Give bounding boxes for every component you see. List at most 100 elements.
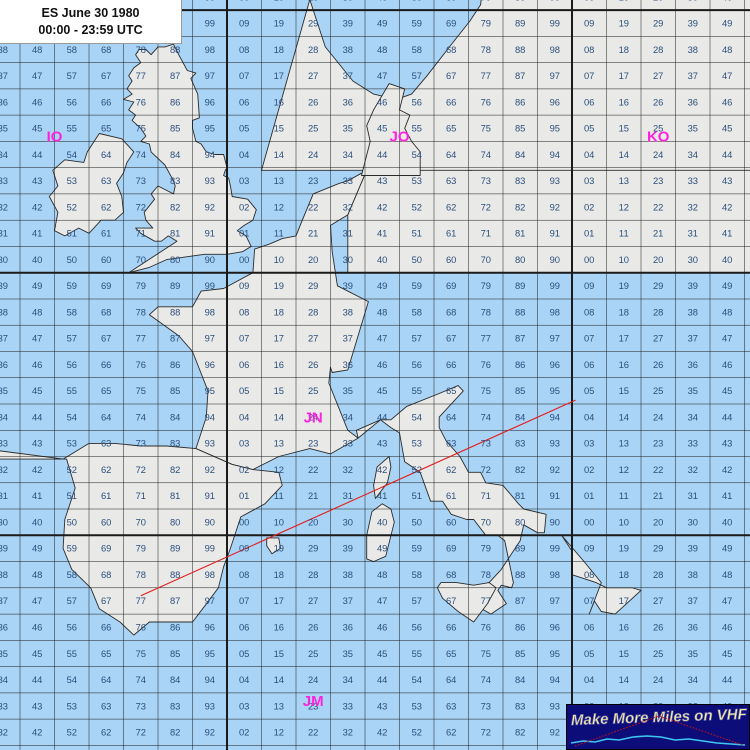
svg-text:78: 78 — [136, 569, 146, 580]
svg-text:03: 03 — [239, 700, 249, 711]
svg-text:86: 86 — [515, 359, 525, 370]
svg-text:33: 33 — [343, 438, 353, 449]
svg-text:35: 35 — [343, 385, 353, 396]
svg-text:10: 10 — [274, 517, 284, 528]
svg-text:58: 58 — [67, 44, 77, 55]
svg-text:97: 97 — [550, 595, 560, 606]
svg-text:40: 40 — [722, 254, 732, 265]
svg-text:78: 78 — [136, 44, 146, 55]
svg-text:64: 64 — [446, 411, 456, 422]
svg-text:77: 77 — [481, 595, 491, 606]
svg-text:38: 38 — [688, 44, 698, 55]
svg-text:07: 07 — [239, 70, 249, 81]
svg-text:48: 48 — [377, 44, 387, 55]
svg-text:79: 79 — [136, 543, 146, 554]
svg-text:15: 15 — [619, 123, 629, 134]
svg-text:30: 30 — [688, 0, 698, 2]
svg-text:72: 72 — [481, 727, 491, 738]
svg-text:05: 05 — [584, 123, 594, 134]
svg-text:51: 51 — [412, 490, 422, 501]
svg-text:71: 71 — [136, 490, 146, 501]
svg-text:24: 24 — [653, 674, 663, 685]
svg-text:12: 12 — [619, 464, 629, 475]
svg-text:68: 68 — [446, 306, 456, 317]
svg-text:50: 50 — [67, 517, 77, 528]
svg-text:84: 84 — [515, 149, 525, 160]
svg-text:88: 88 — [515, 44, 525, 55]
svg-text:96: 96 — [205, 96, 215, 107]
svg-text:82: 82 — [515, 464, 525, 475]
svg-text:47: 47 — [377, 70, 387, 81]
svg-text:15: 15 — [274, 385, 284, 396]
svg-text:63: 63 — [101, 438, 111, 449]
svg-text:48: 48 — [722, 44, 732, 55]
svg-text:73: 73 — [136, 175, 146, 186]
svg-text:24: 24 — [308, 149, 318, 160]
svg-text:88: 88 — [515, 569, 525, 580]
svg-text:18: 18 — [619, 306, 629, 317]
svg-text:54: 54 — [67, 674, 77, 685]
svg-text:88: 88 — [170, 569, 180, 580]
svg-text:44: 44 — [722, 674, 732, 685]
svg-text:55: 55 — [67, 123, 77, 134]
svg-text:13: 13 — [274, 438, 284, 449]
svg-text:49: 49 — [32, 280, 42, 291]
svg-text:65: 65 — [101, 123, 111, 134]
svg-text:36: 36 — [343, 96, 353, 107]
svg-text:97: 97 — [205, 333, 215, 344]
svg-text:98: 98 — [550, 306, 560, 317]
svg-text:34: 34 — [343, 411, 353, 422]
svg-text:59: 59 — [67, 543, 77, 554]
svg-text:14: 14 — [274, 674, 284, 685]
svg-text:50: 50 — [412, 254, 422, 265]
svg-text:76: 76 — [481, 96, 491, 107]
svg-text:27: 27 — [653, 70, 663, 81]
svg-text:46: 46 — [32, 622, 42, 633]
svg-text:40: 40 — [377, 517, 387, 528]
svg-text:44: 44 — [32, 674, 42, 685]
svg-text:06: 06 — [239, 359, 249, 370]
svg-text:68: 68 — [446, 44, 456, 55]
svg-text:29: 29 — [653, 18, 663, 29]
svg-text:89: 89 — [170, 280, 180, 291]
svg-text:38: 38 — [343, 569, 353, 580]
svg-text:42: 42 — [32, 727, 42, 738]
svg-text:77: 77 — [136, 333, 146, 344]
svg-text:47: 47 — [32, 333, 42, 344]
svg-text:07: 07 — [239, 333, 249, 344]
svg-text:47: 47 — [32, 70, 42, 81]
svg-text:32: 32 — [688, 464, 698, 475]
svg-text:86: 86 — [515, 96, 525, 107]
svg-text:87: 87 — [170, 333, 180, 344]
svg-text:33: 33 — [343, 175, 353, 186]
svg-text:42: 42 — [722, 464, 732, 475]
svg-text:39: 39 — [343, 280, 353, 291]
svg-text:78: 78 — [481, 44, 491, 55]
svg-text:79: 79 — [136, 280, 146, 291]
svg-text:90: 90 — [550, 0, 560, 2]
svg-text:00: 00 — [584, 0, 594, 2]
svg-text:25: 25 — [653, 385, 663, 396]
svg-text:13: 13 — [619, 438, 629, 449]
svg-text:88: 88 — [515, 306, 525, 317]
svg-text:90: 90 — [550, 517, 560, 528]
svg-text:05: 05 — [584, 385, 594, 396]
svg-text:56: 56 — [412, 359, 422, 370]
svg-text:85: 85 — [515, 648, 525, 659]
svg-text:06: 06 — [584, 622, 594, 633]
svg-text:19: 19 — [619, 18, 629, 29]
svg-text:09: 09 — [584, 543, 594, 554]
svg-text:81: 81 — [515, 228, 525, 239]
svg-text:83: 83 — [515, 175, 525, 186]
svg-text:63: 63 — [101, 700, 111, 711]
svg-text:09: 09 — [239, 18, 249, 29]
svg-text:64: 64 — [446, 149, 456, 160]
svg-text:22: 22 — [653, 464, 663, 475]
svg-text:50: 50 — [412, 0, 422, 2]
svg-text:61: 61 — [446, 490, 456, 501]
svg-text:94: 94 — [205, 149, 215, 160]
svg-text:04: 04 — [239, 674, 249, 685]
svg-text:57: 57 — [67, 333, 77, 344]
svg-text:37: 37 — [343, 595, 353, 606]
svg-text:37: 37 — [688, 333, 698, 344]
